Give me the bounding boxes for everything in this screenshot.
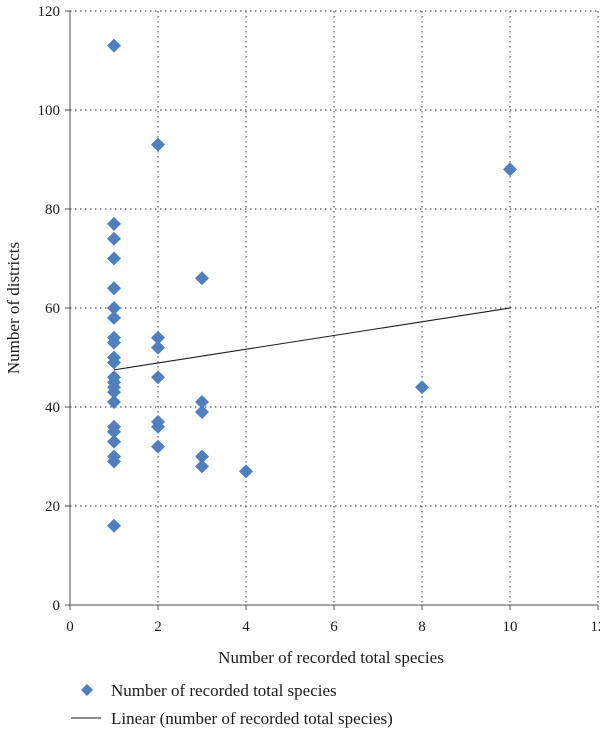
data-point [107,251,121,266]
legend-diamond-marker [81,684,93,696]
linear-trendline [113,307,511,371]
x-tick-label: 6 [330,619,338,635]
data-point [195,449,209,464]
data-point [107,434,121,449]
data-point [151,340,165,355]
x-tick-labels: 0 2 4 6 8 10 12 [66,619,600,635]
y-axis-title: Number of districts [4,242,23,374]
data-point [107,424,121,439]
data-point [107,335,121,350]
x-axis-title: Number of recorded total species [218,648,444,667]
axes [65,10,599,610]
data-point [151,330,165,345]
data-point [151,439,165,454]
legend: Number of recorded total species Linear … [71,681,393,728]
x-tick-label: 10 [503,619,518,635]
data-point [195,271,209,286]
data-point [503,162,517,177]
y-tick-label: 100 [38,103,61,119]
y-tick-label: 40 [45,400,60,416]
legend-label-linear: Linear (number of recorded total species… [111,709,393,728]
x-tick-label: 0 [66,619,74,635]
data-point [151,370,165,385]
trendline-layer [113,307,511,371]
y-tick-label: 0 [53,598,61,614]
data-point [107,310,121,325]
y-tick-labels: 0 20 40 60 80 100 120 [38,4,61,614]
y-tick-label: 120 [38,4,61,20]
grid-lines [70,10,599,605]
data-point [195,404,209,419]
data-point [151,137,165,152]
data-point [415,380,429,395]
x-tick-label: 8 [418,619,426,635]
data-point [107,281,121,296]
data-point [195,459,209,474]
y-tick-label: 80 [45,202,60,218]
data-point [107,216,121,231]
data-point [107,385,121,400]
data-point [195,395,209,410]
data-point [151,419,165,434]
x-tick-label: 2 [154,619,162,635]
data-point [107,395,121,410]
data-points [107,38,517,533]
x-tick-label: 12 [591,619,600,635]
legend-label-scatter: Number of recorded total species [111,681,337,700]
data-point [107,355,121,370]
data-point [107,301,121,315]
data-point [107,231,121,246]
data-point [107,454,121,469]
data-point [107,38,121,53]
y-tick-label: 60 [45,301,60,317]
data-point [107,518,121,533]
data-point [239,464,253,479]
y-tick-label: 20 [45,499,60,515]
x-tick-label: 4 [242,619,250,635]
